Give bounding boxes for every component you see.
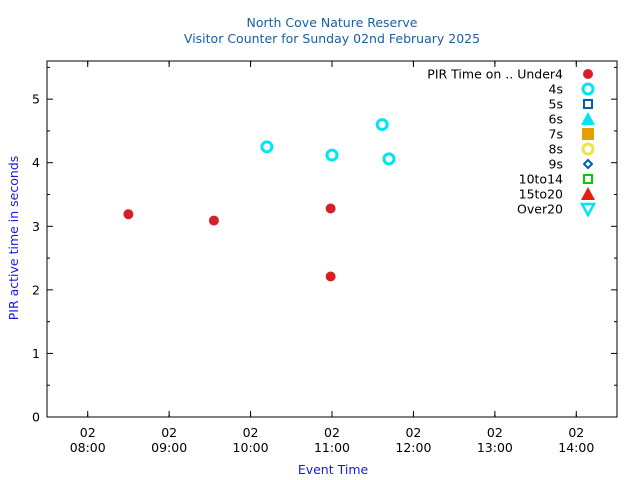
x-tick-label-day: 02 bbox=[324, 425, 340, 440]
legend-label-5s: 5s bbox=[549, 97, 563, 112]
legend-marker-5s bbox=[583, 99, 593, 109]
data-points bbox=[123, 118, 396, 282]
legend-marker-7s bbox=[582, 128, 594, 140]
legend-label-10to14: 10to14 bbox=[519, 172, 563, 187]
data-point-under4 bbox=[208, 215, 219, 226]
legend-marker-over20 bbox=[579, 202, 597, 218]
y-tick-label: 4 bbox=[32, 155, 40, 170]
x-tick-label-day: 02 bbox=[161, 425, 177, 440]
x-tick-label-time: 08:00 bbox=[70, 440, 106, 455]
x-tick-label-time: 12:00 bbox=[395, 440, 431, 455]
axes: 0123450208:000209:000210:000211:000212:0… bbox=[32, 61, 617, 455]
data-point-under4 bbox=[123, 209, 134, 220]
x-tick-label-day: 02 bbox=[405, 425, 421, 440]
legend-label-under4: PIR Time on .. Under4 bbox=[427, 67, 563, 82]
legend-label-over20: Over20 bbox=[517, 202, 563, 217]
data-point-4s bbox=[375, 118, 389, 132]
x-tick-label-day: 02 bbox=[243, 425, 259, 440]
x-tick-label-time: 10:00 bbox=[233, 440, 269, 455]
legend-marker-6s bbox=[581, 112, 595, 125]
legend-label-15to20: 15to20 bbox=[519, 187, 563, 202]
legend-label-4s: 4s bbox=[549, 82, 563, 97]
chart-title: North Cove Nature Reserve bbox=[247, 15, 418, 30]
y-tick-label: 0 bbox=[32, 410, 40, 425]
data-point-4s bbox=[382, 152, 396, 166]
legend-marker-8s bbox=[581, 142, 595, 156]
y-axis-label: PIR active time in seconds bbox=[6, 156, 21, 321]
y-tick-label: 5 bbox=[32, 92, 40, 107]
x-tick-label-time: 11:00 bbox=[314, 440, 350, 455]
legend-label-6s: 6s bbox=[549, 112, 563, 127]
x-tick-label-time: 13:00 bbox=[477, 440, 513, 455]
legend-marker-15to20 bbox=[581, 187, 595, 200]
x-tick-label-day: 02 bbox=[568, 425, 584, 440]
legend-label-8s: 8s bbox=[549, 142, 563, 157]
x-tick-label-time: 14:00 bbox=[558, 440, 594, 455]
plot-area-border bbox=[46, 60, 618, 418]
data-point-4s bbox=[325, 148, 339, 162]
legend-marker-under4 bbox=[583, 69, 593, 79]
legend: PIR Time on .. Under44s5s6s7s8s9s10to141… bbox=[427, 67, 597, 218]
legend-label-7s: 7s bbox=[549, 127, 563, 142]
legend-marker-10to14 bbox=[583, 174, 593, 184]
data-point-4s bbox=[260, 140, 274, 154]
x-tick-label-day: 02 bbox=[487, 425, 503, 440]
chart-subtitle: Visitor Counter for Sunday 02nd February… bbox=[184, 31, 480, 46]
x-tick-label-time: 09:00 bbox=[151, 440, 187, 455]
y-tick-label: 1 bbox=[32, 346, 40, 361]
y-tick-label: 2 bbox=[32, 282, 40, 297]
legend-marker-4s bbox=[581, 82, 595, 96]
x-tick-label-day: 02 bbox=[80, 425, 96, 440]
data-point-under4 bbox=[325, 203, 336, 214]
legend-label-9s: 9s bbox=[549, 157, 563, 172]
x-axis-label: Event Time bbox=[298, 462, 369, 477]
y-tick-label: 3 bbox=[32, 219, 40, 234]
data-point-under4 bbox=[325, 271, 336, 282]
legend-marker-9s bbox=[582, 158, 594, 170]
